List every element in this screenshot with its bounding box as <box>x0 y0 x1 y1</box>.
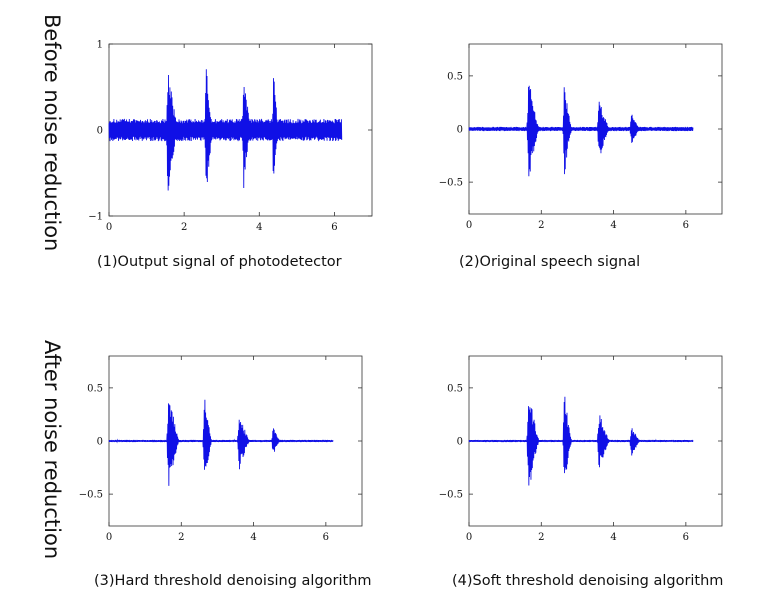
caption-soft-threshold: (4)Soft threshold denoising algorithm <box>452 573 724 589</box>
signal-series <box>108 69 343 191</box>
caption-original-speech: (2)Original speech signal <box>459 254 641 270</box>
y-tick-label: 1 <box>97 40 103 51</box>
signal-series <box>468 85 694 177</box>
caption-output-signal: (1)Output signal of photodetector <box>97 254 342 270</box>
x-tick-label: 0 <box>466 532 472 543</box>
y-tick-label: 0 <box>457 437 463 448</box>
x-tick-label: 0 <box>106 222 112 233</box>
y-tick-label: 0 <box>457 125 463 136</box>
x-tick-label: 2 <box>538 220 544 231</box>
caption-hard-threshold: (3)Hard threshold denoising algorithm <box>94 573 372 589</box>
signal-series <box>108 399 334 486</box>
x-tick-label: 6 <box>683 532 689 543</box>
x-tick-label: 2 <box>181 222 187 233</box>
x-tick-label: 6 <box>331 222 337 233</box>
y-tick-label: 0 <box>97 437 103 448</box>
x-tick-label: 4 <box>610 532 616 543</box>
y-tick-label: 0 <box>97 126 103 137</box>
signal-series <box>468 396 694 486</box>
x-tick-label: 6 <box>323 532 329 543</box>
x-tick-label: 4 <box>256 222 262 233</box>
y-tick-label: −1 <box>88 212 103 223</box>
y-tick-label: −0.5 <box>439 490 463 501</box>
x-tick-label: 4 <box>610 220 616 231</box>
y-tick-label: −0.5 <box>439 178 463 189</box>
x-tick-label: 6 <box>683 220 689 231</box>
x-tick-label: 0 <box>106 532 112 543</box>
y-tick-label: −0.5 <box>79 490 103 501</box>
y-tick-label: 0.5 <box>447 71 463 82</box>
x-tick-label: 4 <box>250 532 256 543</box>
y-tick-label: 0.5 <box>447 383 463 394</box>
x-tick-label: 2 <box>178 532 184 543</box>
y-tick-label: 0.5 <box>87 383 103 394</box>
x-tick-label: 0 <box>466 220 472 231</box>
x-tick-label: 2 <box>538 532 544 543</box>
